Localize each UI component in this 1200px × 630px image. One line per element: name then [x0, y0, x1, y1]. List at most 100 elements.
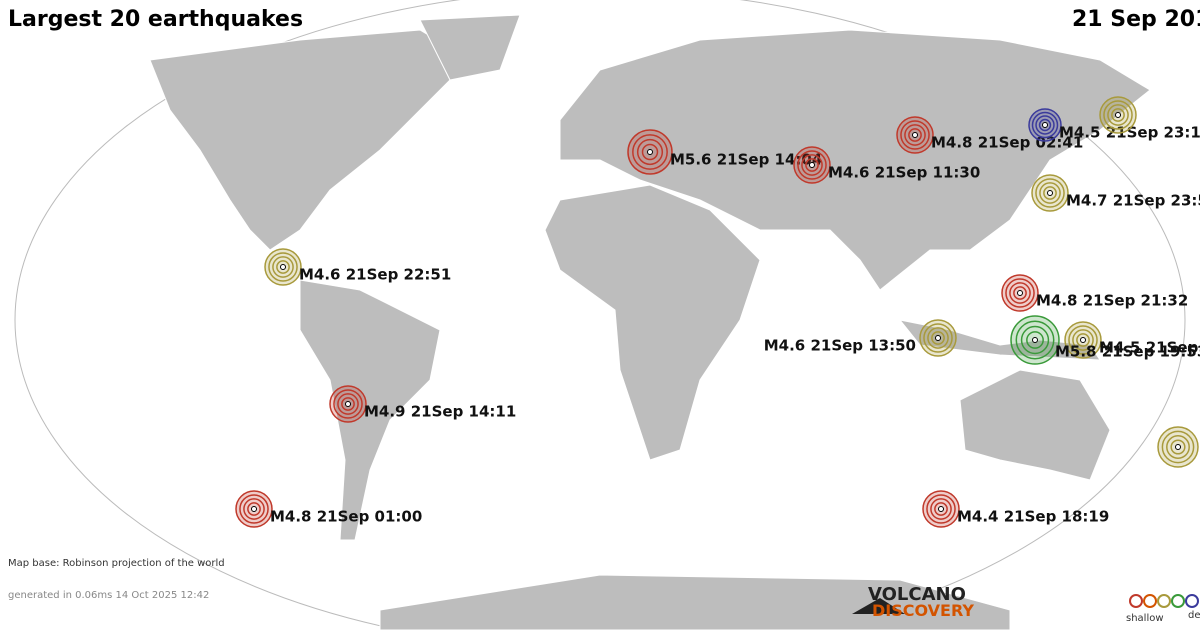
- quake-marker: [896, 116, 934, 154]
- quake-ring: [1170, 439, 1186, 455]
- quake-center: [809, 162, 815, 168]
- quake-ring: [1107, 104, 1129, 126]
- quake-ring: [1039, 182, 1061, 204]
- quake-label: M4.7 21Sep 23:5: [1066, 192, 1200, 210]
- quake-ring: [934, 502, 948, 516]
- quake-ring: [908, 128, 922, 142]
- brand-top: VOLCANO: [868, 584, 966, 605]
- quake-center: [1047, 190, 1053, 196]
- land: [149, 14, 1151, 630]
- quake-ring: [923, 323, 953, 353]
- quake-marker: [793, 146, 831, 184]
- quake-ring: [1020, 325, 1050, 355]
- quake-label: M4.6 21Sep 11:30: [828, 164, 980, 182]
- quake-ring: [927, 327, 949, 349]
- quake-marker: [1064, 321, 1102, 359]
- quake-center: [647, 149, 653, 155]
- quake-ring: [276, 260, 290, 274]
- quake-marker: [1028, 108, 1062, 142]
- title: Largest 20 earthquakes: [8, 7, 303, 32]
- quake-ring: [1103, 100, 1133, 130]
- quake-center: [1080, 337, 1086, 343]
- quake-marker: [1157, 426, 1199, 468]
- quake-ring: [931, 331, 945, 345]
- quake-label: M4.8 21Sep 01:00: [270, 508, 422, 526]
- quake-ring: [904, 124, 926, 146]
- quake-ring: [1072, 329, 1094, 351]
- quake-ring: [797, 150, 827, 180]
- quake-ring: [337, 393, 359, 415]
- quake-label: M4.6 21Sep 13:50: [764, 337, 916, 355]
- quake-label: M5.8 21Sep 19:53: [1055, 343, 1200, 361]
- quake-marker: [235, 490, 273, 528]
- quake-ring: [1111, 108, 1125, 122]
- quake-ring: [1026, 331, 1044, 349]
- quake-marker: [329, 385, 367, 423]
- quake-center: [251, 506, 257, 512]
- quake-label: M4.5 21Sep 23:15: [1059, 124, 1200, 142]
- date: 21 Sep 201: [1072, 7, 1200, 32]
- quake-ring: [805, 158, 819, 172]
- quake-label: M5.6 21Sep 14:04: [670, 151, 822, 169]
- quake-label: M4.4 21Sep 18:19: [957, 508, 1109, 526]
- quake-center: [1032, 337, 1038, 343]
- brand-bottom: DISCOVERY: [872, 601, 974, 620]
- quake-ring: [1068, 325, 1098, 355]
- quake-ring: [272, 256, 294, 278]
- quake-ring: [247, 502, 261, 516]
- legend-deep: de: [1188, 610, 1200, 621]
- quake-center: [1017, 290, 1023, 296]
- quake-center: [938, 506, 944, 512]
- quake-ring: [632, 134, 668, 170]
- quake-ring: [1035, 178, 1065, 208]
- quake-center: [280, 264, 286, 270]
- quake-center: [1175, 444, 1181, 450]
- quake-ring: [1009, 282, 1031, 304]
- quake-ring: [1015, 320, 1055, 360]
- quake-ring: [1043, 186, 1057, 200]
- quake-ring: [333, 389, 363, 419]
- legend-shallow: shallow: [1126, 613, 1164, 624]
- quake-ring: [268, 252, 298, 282]
- quake-center: [345, 401, 351, 407]
- quake-marker: [264, 248, 302, 286]
- quake-ring: [1013, 286, 1027, 300]
- quake-marker: [627, 129, 673, 175]
- quake-label: M4.8 21Sep 21:32: [1036, 292, 1188, 310]
- quake-marker: [1001, 274, 1039, 312]
- quake-ring: [926, 494, 956, 524]
- generated-note: generated in 0.06ms 14 Oct 2025 12:42: [8, 590, 209, 601]
- quake-label: M4.6 21Sep 22:51: [299, 266, 451, 284]
- quake-ring: [1035, 115, 1055, 135]
- quake-center: [935, 335, 941, 341]
- quake-marker: [1010, 315, 1060, 365]
- logo-icon: [852, 598, 905, 614]
- quake-label: M4.9 21Sep 14:11: [364, 403, 516, 421]
- map-base-note: Map base: Robinson projection of the wor…: [8, 558, 225, 569]
- quake-marker: [919, 319, 957, 357]
- quake-ring: [636, 138, 664, 166]
- quake-center: [1042, 122, 1048, 128]
- depth-legend: [1129, 594, 1199, 608]
- quake-ring: [930, 498, 952, 520]
- quake-ring: [1166, 435, 1190, 459]
- map-border: [14, 0, 1186, 630]
- quake-ring: [1038, 118, 1052, 132]
- quake-ring: [243, 498, 265, 520]
- quake-label: M4.5 21Sep: [1099, 339, 1199, 357]
- quake-ring: [341, 397, 355, 411]
- quake-ring: [900, 120, 930, 150]
- quake-center: [1115, 112, 1121, 118]
- quake-marker: [1099, 96, 1137, 134]
- quake-center: [912, 132, 918, 138]
- quake-ring: [1005, 278, 1035, 308]
- quake-marker: [1031, 174, 1069, 212]
- quake-ring: [1161, 430, 1195, 464]
- quake-ring: [239, 494, 269, 524]
- quake-ring: [801, 154, 823, 176]
- quake-ring: [1076, 333, 1090, 347]
- quake-ring: [641, 143, 659, 161]
- quake-ring: [1031, 111, 1059, 139]
